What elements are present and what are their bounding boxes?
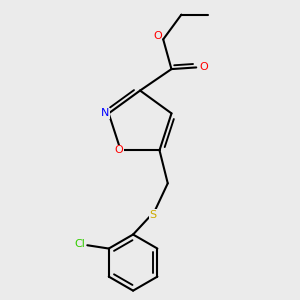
- Text: Cl: Cl: [75, 238, 86, 249]
- Text: O: O: [115, 145, 123, 155]
- Text: S: S: [149, 210, 157, 220]
- Text: O: O: [153, 31, 162, 41]
- Text: N: N: [101, 108, 110, 118]
- Text: O: O: [199, 62, 208, 72]
